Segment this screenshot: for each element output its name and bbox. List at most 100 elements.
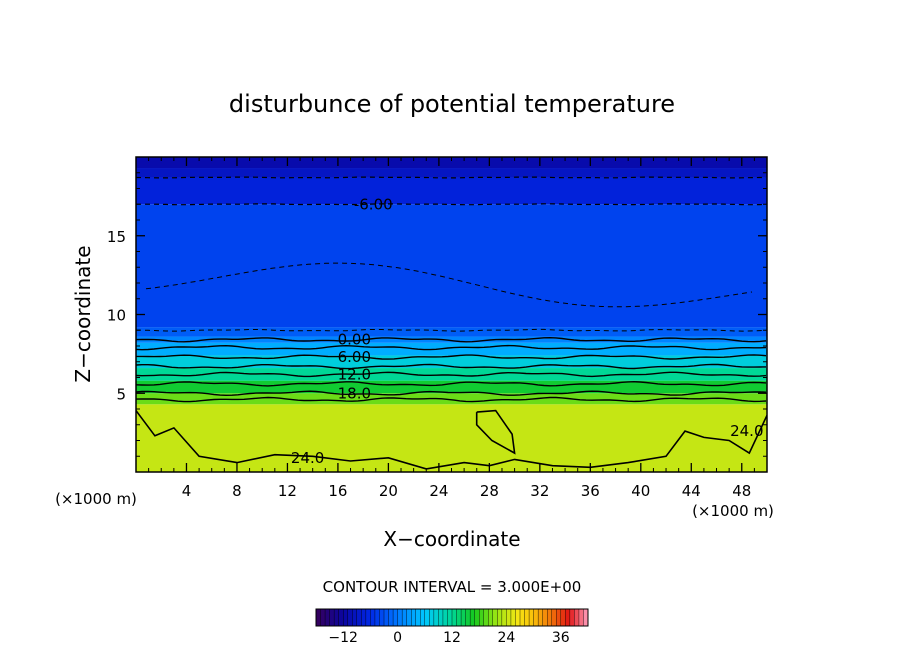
heatmap-band [136, 157, 767, 169]
colorbar-segment [365, 608, 371, 627]
contour-line [136, 328, 767, 332]
x-tick-label: 16 [328, 482, 347, 500]
contour-lines [136, 176, 767, 470]
colorbar-segment [424, 608, 430, 627]
colorbar-segment [388, 608, 394, 627]
heatmap-band [136, 204, 767, 328]
contour-line [136, 354, 767, 360]
colorbar-segment [479, 608, 485, 627]
contour-label: 18.0 [338, 384, 371, 402]
x-axis-unit-right: (×1000 m) [692, 502, 774, 520]
colorbar-segment [569, 608, 575, 627]
colorbar-segment [361, 608, 367, 627]
x-tick-label: 20 [379, 482, 398, 500]
heatmap-band [136, 355, 767, 369]
contour-label: 24.0 [291, 449, 324, 467]
x-tick-label: 36 [581, 482, 600, 500]
heatmap-band [136, 336, 767, 343]
colorbar-segment [460, 608, 467, 627]
colorbar-segment [515, 608, 521, 627]
colorbar-segment [333, 608, 340, 627]
colorbar-segment [533, 608, 539, 627]
colorbar-segment [469, 608, 476, 627]
contour-interval-text: CONTOUR INTERVAL = 3.000E+00 [323, 578, 582, 596]
heatmap-bands [136, 157, 767, 472]
colorbar-segment [565, 608, 571, 627]
colorbar-segment [324, 608, 331, 627]
colorbar-segment [578, 608, 584, 627]
colorbar-segment [320, 608, 326, 627]
y-tick-label: 10 [107, 307, 126, 325]
colorbar-segment [506, 608, 512, 627]
colorbar-segment [465, 608, 471, 627]
contour-line [136, 203, 767, 206]
colorbar-segment [370, 608, 376, 627]
colorbar-segment [551, 608, 557, 627]
contour-label: 0.00 [338, 331, 371, 349]
x-tick-label: 32 [530, 482, 549, 500]
colorbar-segment [524, 608, 530, 627]
contour-label: -6.00 [354, 195, 393, 213]
colorbar-segment [383, 608, 390, 627]
colorbar-segment [537, 608, 544, 627]
colorbar-segment [374, 608, 380, 627]
contour-line [136, 344, 767, 351]
heatmap-band [136, 404, 767, 472]
x-tick-label: 4 [182, 482, 192, 500]
colorbar-frame [315, 608, 589, 627]
heatmap-band [136, 342, 767, 356]
contour-label: 12.0 [338, 365, 371, 383]
colorbar-segment [528, 608, 535, 627]
colorbar-segment [347, 608, 353, 627]
colorbar-tick-label: −12 [328, 630, 358, 646]
heatmap-band [136, 393, 767, 405]
colorbar-segment [401, 608, 408, 627]
colorbar-segment [447, 608, 453, 627]
x-axis-ticks: 4 8 12 16 20 24 28 32 36 40 44 48 [148, 157, 755, 500]
x-tick-label: 28 [480, 482, 499, 500]
y-axis-label: Z−coordinate [71, 245, 95, 382]
contour-label: 6.00 [338, 348, 371, 366]
y-axis-ticks: 5 10 15 [107, 172, 767, 457]
colorbar-tick-label: 0 [393, 630, 402, 646]
colorbar-segment [352, 608, 358, 627]
colorbar-segment [411, 608, 417, 627]
colorbar-segment [501, 608, 507, 627]
contour-line [136, 380, 767, 387]
colorbar-segment [420, 608, 426, 627]
colorbar-segment [392, 608, 399, 627]
x-tick-label: 8 [232, 482, 242, 500]
colorbar-tick-label: 36 [552, 630, 570, 646]
colorbar-segment [474, 608, 480, 627]
colorbar-segment [406, 608, 412, 627]
colorbar-segment [433, 608, 439, 627]
colorbar-segment [574, 608, 580, 627]
y-tick-label: 5 [116, 385, 126, 403]
colorbar-segment [483, 608, 489, 627]
colorbar-segment [329, 608, 335, 627]
colorbar-segment [442, 608, 448, 627]
x-axis-label: X−coordinate [383, 527, 520, 551]
colorbar-segment [456, 608, 462, 627]
x-tick-label: 12 [278, 482, 297, 500]
colorbar-segment [356, 608, 362, 627]
contour-line [145, 262, 753, 308]
colorbar-segment [315, 608, 322, 627]
contour-line [136, 410, 767, 470]
colorbar-ticks: −12 0 12 24 36 [328, 630, 569, 646]
colorbar-segment [429, 608, 435, 627]
colorbar-segment [343, 608, 349, 627]
colorbar-segment [560, 608, 566, 627]
contour-line [136, 363, 767, 370]
heatmap-band [136, 368, 767, 381]
colorbar-segment [542, 608, 548, 627]
colorbar-tick-label: 24 [497, 630, 515, 646]
colorbar-segment [397, 608, 403, 627]
contour-line [136, 371, 767, 378]
colorbar-segment [415, 608, 421, 627]
contour-line [136, 390, 767, 397]
x-axis-unit-left: (×1000 m) [55, 490, 137, 508]
x-tick-label: 24 [429, 482, 448, 500]
colorbar-segment [497, 608, 503, 627]
